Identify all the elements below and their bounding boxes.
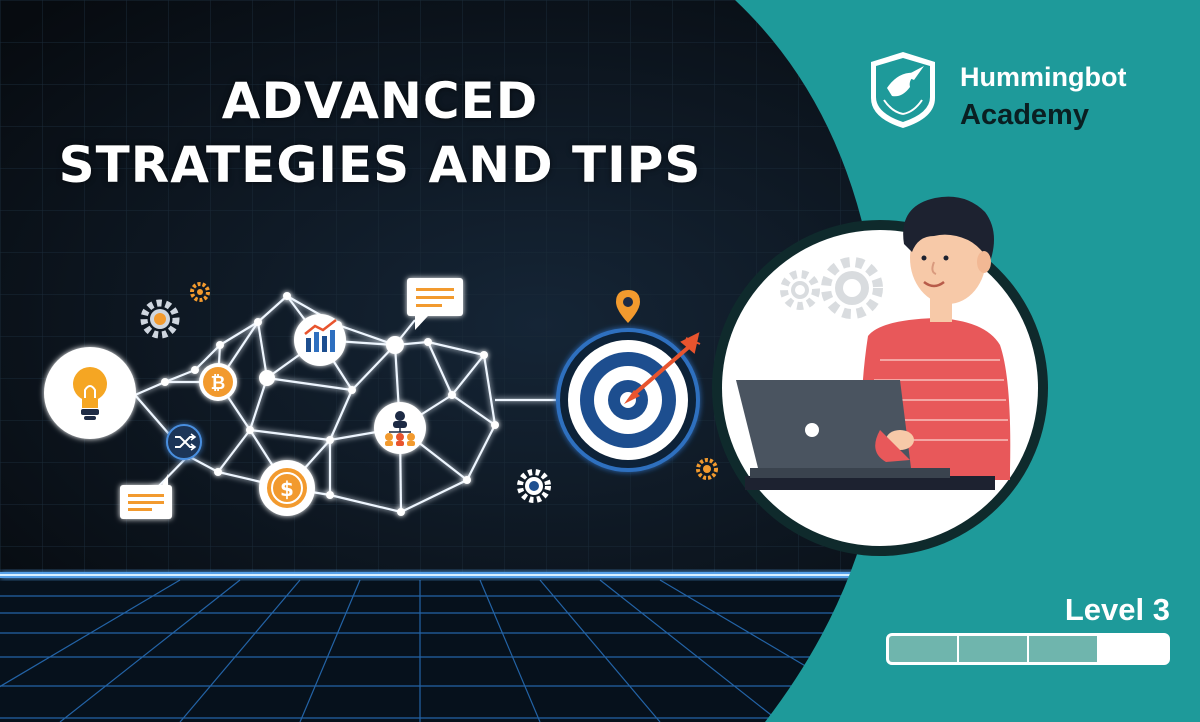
- lightbulb-icon: [44, 347, 136, 439]
- level-progress-bar: [886, 633, 1170, 665]
- progress-segment: [1097, 636, 1167, 662]
- academy-shield-logo: [871, 52, 935, 128]
- progress-segment: [1027, 636, 1097, 662]
- perspective-floor: [0, 572, 901, 722]
- svg-text:$: $: [280, 477, 294, 501]
- gear-icon: [821, 257, 883, 319]
- bitcoin-icon: ₿: [199, 363, 237, 401]
- brand-name: Hummingbot: [960, 62, 1127, 92]
- level-label: Level 3: [1064, 592, 1170, 627]
- target-icon: [556, 328, 701, 472]
- gear-icon: [140, 299, 180, 339]
- progress-segment: [889, 636, 957, 662]
- gear-icon: [696, 458, 718, 480]
- org-chart-icon: [374, 402, 426, 454]
- progress-segment: [957, 636, 1027, 662]
- page-title-line-2: STRATEGIES AND TIPS: [58, 136, 702, 194]
- chat-bubble-icon: [407, 278, 463, 330]
- brand-wordmark: Hummingbot Academy: [960, 64, 1126, 130]
- gear-icon: [190, 282, 210, 302]
- chat-bubble-icon: [120, 474, 172, 519]
- location-pin-icon: [616, 290, 640, 323]
- chart-icon: [294, 314, 346, 366]
- svg-text:₿: ₿: [211, 373, 226, 394]
- page-title-line-1: ADVANCED: [221, 72, 539, 130]
- network-nodes: [151, 292, 499, 516]
- gear-icon: [517, 469, 551, 503]
- man-at-laptop-illustration: [736, 196, 1011, 490]
- dollar-coin-icon: $: [259, 460, 315, 516]
- gear-icon: [780, 270, 820, 310]
- brand-subtitle: Academy: [960, 99, 1089, 131]
- shuffle-icon: [166, 424, 202, 460]
